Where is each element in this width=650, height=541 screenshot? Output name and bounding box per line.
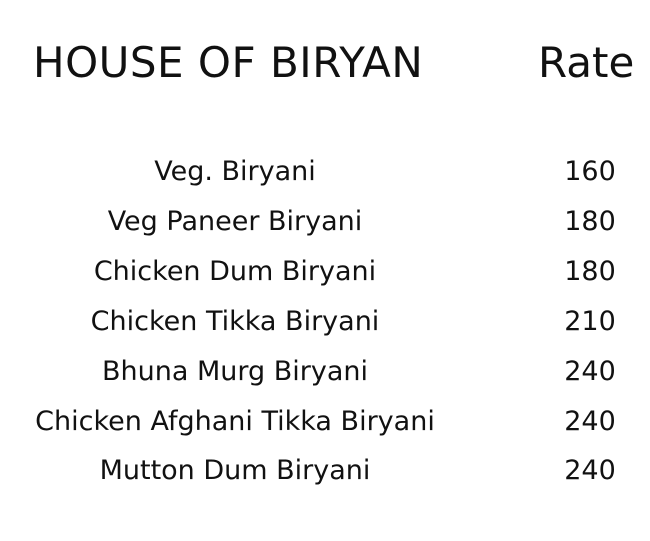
menu-row: Veg Paneer Biryani 180 [0, 206, 650, 256]
menu-item-price: 240 [564, 356, 616, 387]
menu-item-price: 240 [564, 406, 616, 437]
restaurant-title: HOUSE OF BIRYAN [33, 38, 424, 87]
menu-item-name: Veg. Biryani [154, 156, 316, 187]
menu-item-name: Veg Paneer Biryani [107, 206, 363, 237]
menu-item-name: Bhuna Murg Biryani [101, 356, 368, 387]
rate-column-header: Rate [538, 38, 635, 87]
menu-row: Bhuna Murg Biryani 240 [0, 356, 650, 406]
menu-row: Chicken Dum Biryani 180 [0, 256, 650, 306]
menu-row: Chicken Tikka Biryani 210 [0, 306, 650, 356]
menu-row: Veg. Biryani 160 [0, 156, 650, 206]
menu-item-price: 160 [564, 156, 616, 187]
menu-item-name: Chicken Afghani Tikka Biryani [35, 406, 435, 437]
menu-item-name: Chicken Dum Biryani [93, 256, 377, 287]
menu-item-price: 180 [564, 206, 616, 237]
menu-item-name: Mutton Dum Biryani [99, 455, 371, 486]
menu-item-price: 240 [564, 455, 616, 486]
menu-item-price: 210 [564, 306, 616, 337]
menu-item-name: Chicken Tikka Biryani [90, 306, 380, 337]
menu-row: Mutton Dum Biryani 240 [0, 455, 650, 505]
menu-row: Chicken Afghani Tikka Biryani 240 [0, 406, 650, 456]
menu-item-price: 180 [564, 256, 616, 287]
